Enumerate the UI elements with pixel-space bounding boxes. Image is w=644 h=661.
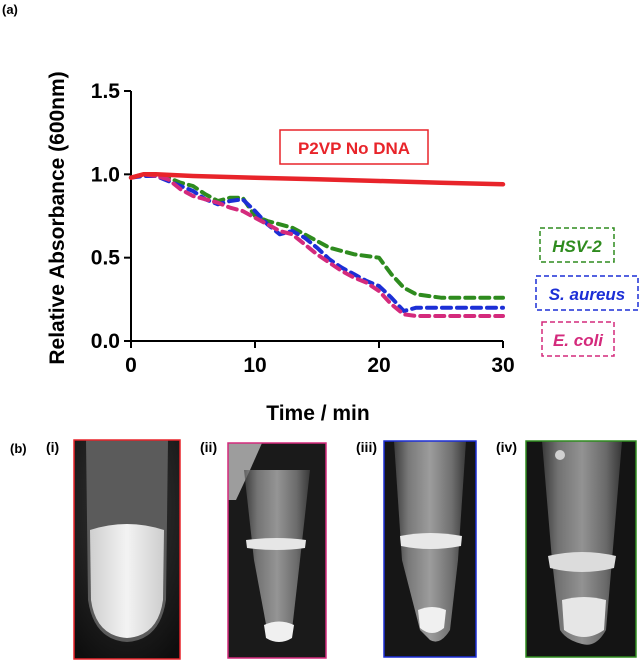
legend-saureus-text: S. aureus	[549, 285, 626, 304]
photo-iii	[383, 440, 477, 658]
panel-a-label: (a)	[2, 2, 18, 17]
x-tick-label: 10	[243, 354, 266, 377]
photo-row: (i) (ii) (iii) (iv)	[46, 439, 637, 660]
series-line-hsv-2	[129, 172, 505, 300]
photo-label-iv: (iv)	[496, 439, 517, 455]
y-tick-label: 1.5	[91, 80, 121, 103]
legend-hsv2-text: HSV-2	[552, 237, 602, 256]
series-layer	[128, 172, 506, 318]
series-line-p2vp-no-dna	[128, 172, 506, 187]
photo-iii-frame	[383, 440, 477, 658]
x-tick-label: 30	[491, 354, 514, 377]
y-tick-label: 0.0	[91, 330, 120, 353]
series-line-s-aureus	[129, 174, 505, 313]
x-axis-title: Time / min	[266, 402, 369, 425]
x-tick-label: 20	[367, 354, 390, 377]
photo-ii-frame	[227, 442, 327, 659]
x-tick-label: 0	[125, 354, 137, 377]
y-ticks: 0.0 0.5 1.0 1.5	[91, 80, 131, 353]
photo-label-i: (i)	[46, 439, 59, 455]
panel-b-label: (b)	[10, 441, 27, 456]
x-ticks: 0 10 20 30	[125, 341, 515, 377]
photo-label-iii: (iii)	[356, 439, 377, 455]
photo-ii	[227, 442, 327, 659]
legend-ecoli-text: E. coli	[553, 331, 604, 350]
chart-axes	[130, 91, 503, 342]
y-tick-label: 1.0	[91, 163, 120, 186]
series-line-e-coli	[129, 172, 505, 318]
photo-iv	[525, 440, 637, 658]
legend-saureus: S. aureus	[535, 275, 639, 311]
photo-i-frame	[73, 439, 181, 660]
y-axis-title: Relative Absorbance (600nm)	[46, 71, 69, 364]
photo-label-ii: (ii)	[200, 439, 217, 455]
legend-ecoli: E. coli	[541, 321, 615, 357]
photo-iv-frame	[525, 440, 637, 658]
legend-p2vp-text: P2VP No DNA	[298, 139, 410, 158]
legend-hsv2: HSV-2	[539, 227, 615, 263]
absorbance-chart: 0 10 20 30 0.0 0.5 1.0 1.5 Time / min Relative…	[46, 71, 639, 425]
y-tick-label: 0.5	[91, 247, 121, 270]
legend-p2vp: P2VP No DNA	[279, 129, 429, 165]
photo-i	[73, 439, 181, 660]
